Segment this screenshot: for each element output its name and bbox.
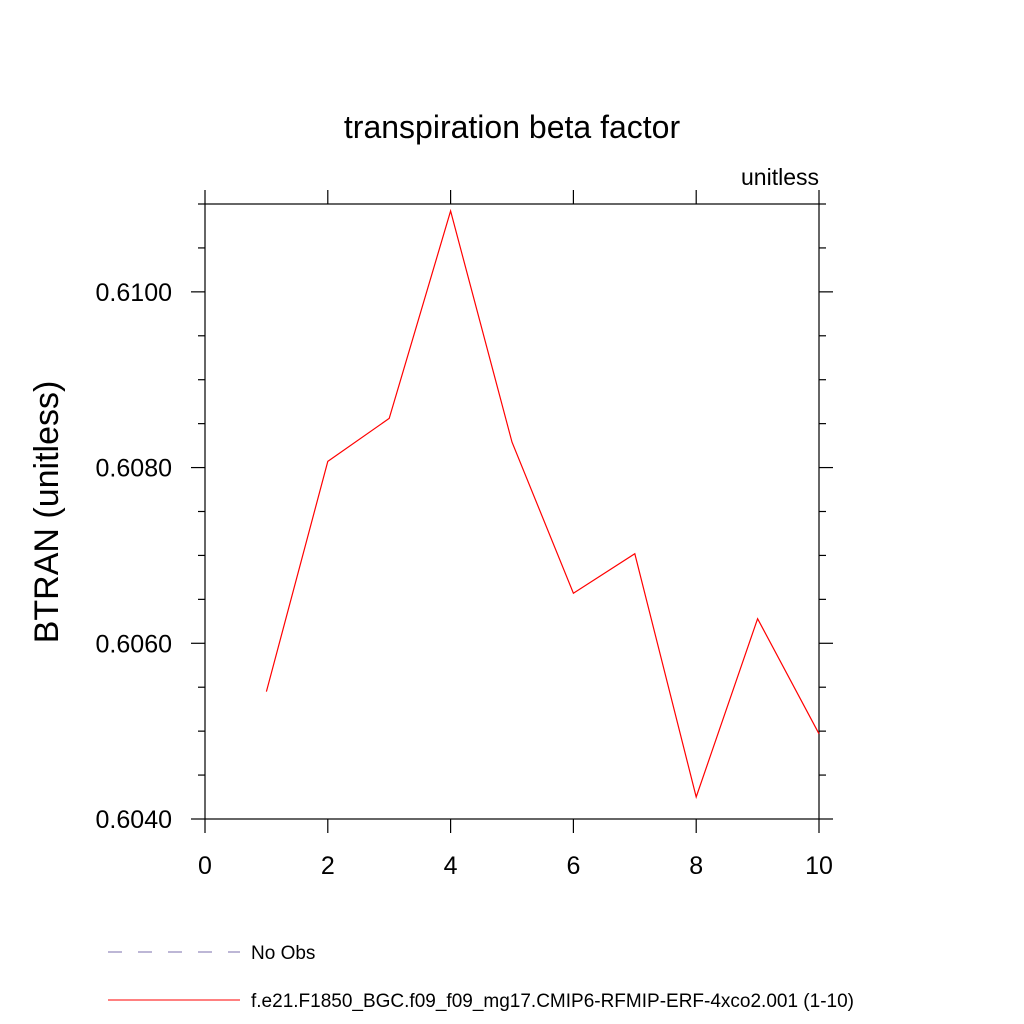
series-line xyxy=(265,208,820,800)
units-label: unitless xyxy=(741,164,819,190)
y-tick-label: 0.6080 xyxy=(96,455,172,483)
legend-label: f.e21.F1850_BGC.f09_f09_mg17.CMIP6-RFMIP… xyxy=(251,991,854,1012)
x-tick-label: 8 xyxy=(689,852,703,880)
series-group xyxy=(265,208,820,800)
y-tick-label: 0.6060 xyxy=(96,630,172,658)
x-tick-label: 4 xyxy=(444,852,458,880)
x-tick-label: 10 xyxy=(805,852,833,880)
chart-title: transpiration beta factor xyxy=(344,109,681,145)
axis-ticks xyxy=(191,190,833,833)
axis-tick-labels: 0 2 4 6 8 10 0.6040 0.6060 0.6080 0.6100 xyxy=(96,279,833,880)
legend-label: No Obs xyxy=(251,943,315,964)
x-tick-label: 0 xyxy=(198,852,212,880)
y-tick-label: 0.6040 xyxy=(96,806,172,834)
y-axis-label: BTRAN (unitless) xyxy=(28,381,66,644)
x-tick-label: 6 xyxy=(566,852,580,880)
x-tick-label: 2 xyxy=(321,852,335,880)
plot-frame xyxy=(204,203,820,820)
legend: No Obs f.e21.F1850_BGC.f09_f09_mg17.CMIP6… xyxy=(108,943,854,1012)
y-tick-label: 0.6100 xyxy=(96,279,172,307)
